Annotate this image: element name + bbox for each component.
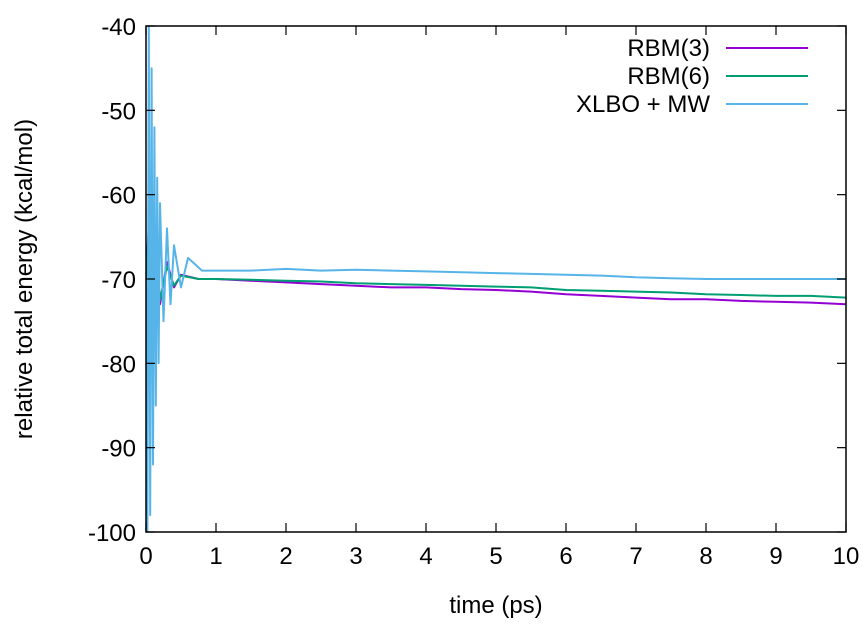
- series-line-2: [146, 219, 846, 323]
- legend-label-1: RBM(3): [627, 35, 710, 62]
- x-tick-label: 10: [833, 543, 860, 570]
- x-tick-label: 7: [629, 543, 642, 570]
- y-tick-label: -100: [88, 520, 136, 547]
- y-tick-label: -60: [101, 183, 136, 210]
- legend: RBM(3)RBM(6)XLBO + MW: [576, 35, 808, 118]
- x-tick-label: 3: [349, 543, 362, 570]
- y-tick-label: -40: [101, 14, 136, 41]
- y-axis-label: relative total energy (kcal/mol): [11, 119, 38, 439]
- y-tick-label: -70: [101, 267, 136, 294]
- x-tick-label: 2: [279, 543, 292, 570]
- legend-label-2: RBM(6): [627, 63, 710, 90]
- x-tick-label: 6: [559, 543, 572, 570]
- x-tick-label: 0: [139, 543, 152, 570]
- x-tick-label: 8: [699, 543, 712, 570]
- y-tick-label: -50: [101, 98, 136, 125]
- x-tick-label: 1: [209, 543, 222, 570]
- x-tick-label: 4: [419, 543, 432, 570]
- series-line-3: [146, 26, 846, 532]
- x-tick-label: 9: [769, 543, 782, 570]
- y-tick-label: -90: [101, 436, 136, 463]
- x-tick-label: 5: [489, 543, 502, 570]
- legend-label-3: XLBO + MW: [576, 91, 710, 118]
- tick-layer: 0 1 2 3 4 5 6 7 8 9 10 -100 -90 -80 -70 -60 -50 -40: [88, 14, 859, 570]
- series-layer: [146, 26, 846, 532]
- x-axis-label: time (ps): [449, 592, 542, 619]
- y-tick-label: -80: [101, 351, 136, 378]
